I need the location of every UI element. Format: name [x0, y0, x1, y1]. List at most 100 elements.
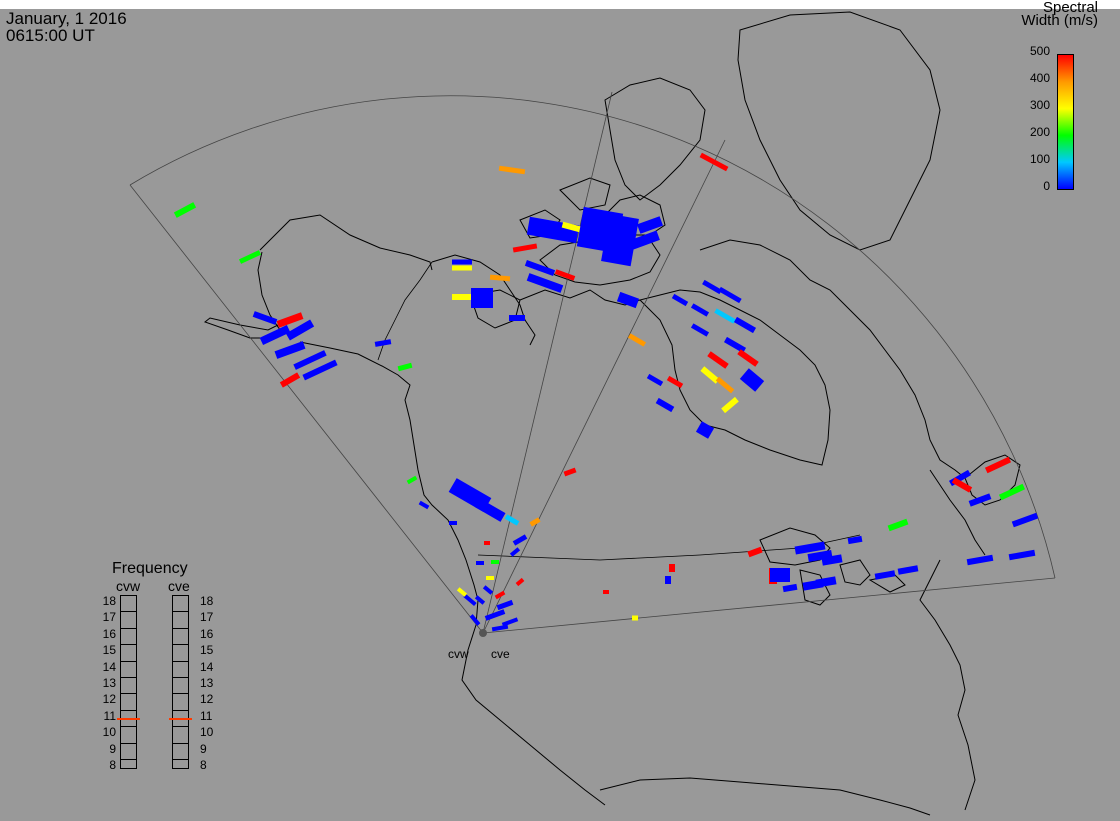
scatter-cell: [1008, 549, 1036, 561]
scatter-cell: [671, 293, 689, 307]
scatter-cell: [637, 216, 663, 234]
coastline: [203, 11, 1021, 816]
scatter-cell: [486, 576, 494, 580]
scatter-cell: [723, 336, 747, 354]
scatter-cell: [484, 609, 506, 621]
frequency-cell: [121, 629, 136, 646]
colorbar-tick: 300: [1029, 98, 1050, 112]
scatter-cell: [276, 312, 304, 328]
scatter-cell: [951, 477, 973, 493]
frequency-level-label: 18: [102, 594, 116, 608]
frequency-cell: [121, 694, 136, 711]
scatter-cell: [529, 517, 541, 527]
scatter-cell: [509, 547, 521, 557]
frequency-cell: [173, 744, 188, 760]
scatter-cell: [700, 366, 720, 384]
frequency-level-label: 15: [102, 643, 116, 658]
scatter-cell: [374, 339, 392, 347]
frequency-cell: [121, 744, 136, 760]
scatter-cell: [474, 498, 506, 522]
backscatter-cells: [173, 152, 1039, 632]
frequency-title: Frequency: [112, 560, 188, 577]
scatter-cell: [509, 315, 525, 321]
frequency-cell: [173, 678, 188, 695]
scatter-cell: [293, 350, 327, 370]
colorbar-tick: 0: [1043, 179, 1050, 193]
colorbar-tick: 100: [1029, 152, 1050, 166]
frequency-radar-label: cvw: [116, 578, 141, 594]
scatter-cell: [469, 614, 481, 626]
frequency-cell: [121, 662, 136, 678]
time-label: 0615:00 UT: [6, 26, 95, 45]
scatter-cell: [707, 351, 729, 369]
scatter-cell: [1011, 512, 1039, 528]
frequency-level-label: 8: [200, 758, 207, 772]
frequency-level-label: 8: [109, 758, 116, 772]
scatter-cell: [968, 493, 992, 507]
frequency-level-label: 9: [200, 741, 207, 756]
scatter-cell: [897, 565, 919, 575]
scatter-cell: [747, 546, 763, 558]
scatter-cell: [821, 554, 843, 566]
scatter-cell: [665, 576, 671, 584]
frequency-cell: [173, 629, 188, 646]
scatter-cell: [515, 577, 525, 587]
scatter-cell: [887, 518, 909, 532]
scatter-cell: [418, 500, 430, 510]
scatter-cell: [452, 294, 474, 300]
frequency-cell: [173, 711, 188, 728]
frequency-cell: [121, 612, 136, 629]
colorbar-tick: 500: [1029, 44, 1050, 58]
frequency-level-label: 12: [102, 692, 116, 707]
scatter-cell: [452, 259, 472, 265]
site-dot-icon: [479, 629, 487, 637]
frequency-cell: [121, 711, 136, 728]
frequency-level-label: 17: [102, 610, 116, 625]
frequency-cell: [173, 662, 188, 678]
colorbar-title-line2: Width (m/s): [1021, 12, 1098, 29]
scatter-cell: [482, 585, 494, 595]
scatter-cell: [782, 583, 798, 593]
scatter-cell: [984, 456, 1012, 474]
scatter-cell: [302, 359, 338, 381]
frequency-marker: [117, 718, 140, 721]
scatter-cell: [498, 165, 526, 175]
frequency-column-cvw: [120, 595, 137, 769]
frequency-level-label: 10: [200, 725, 214, 740]
frequency-cell: [173, 694, 188, 711]
frequency-radar-label: cve: [168, 578, 190, 594]
colorbar-title-line1: Spectral: [1042, 0, 1098, 16]
scatter-cell: [463, 593, 477, 607]
scatter-cell: [491, 624, 509, 632]
scatter-cell: [501, 617, 519, 627]
scatter-cell: [512, 534, 528, 546]
scatter-cell: [526, 273, 564, 293]
scatter-cell: [252, 311, 278, 325]
scatter-cell: [815, 576, 837, 588]
frequency-level-label: 14: [200, 659, 214, 674]
frequency-level-label: 11: [200, 708, 213, 723]
scatter-cell: [504, 514, 520, 526]
scatter-cell: [669, 564, 675, 572]
scatter-cell: [714, 308, 736, 324]
scatter-cell: [695, 421, 715, 439]
scatter-cell: [874, 570, 896, 580]
scatter-cell: [630, 230, 660, 250]
colorbar-tick: 400: [1029, 71, 1050, 85]
scatter-cell: [739, 368, 765, 392]
scatter-cell: [471, 288, 493, 308]
scatter-cell: [601, 213, 639, 267]
scatter-cell: [563, 467, 577, 477]
scatter-cell: [721, 396, 739, 414]
scatter-cell: [603, 590, 609, 594]
scatter-cell: [702, 279, 722, 295]
top-strip: [0, 0, 1120, 9]
frequency-column-cve: [172, 595, 189, 769]
scatter-cell: [690, 303, 710, 317]
scatter-cell: [715, 376, 735, 394]
frequency-level-label: 16: [102, 626, 116, 641]
scatter-cell: [259, 325, 291, 345]
colorbar-tick: 200: [1029, 125, 1050, 139]
scatter-cell: [807, 549, 833, 563]
scatter-cell: [285, 319, 315, 341]
